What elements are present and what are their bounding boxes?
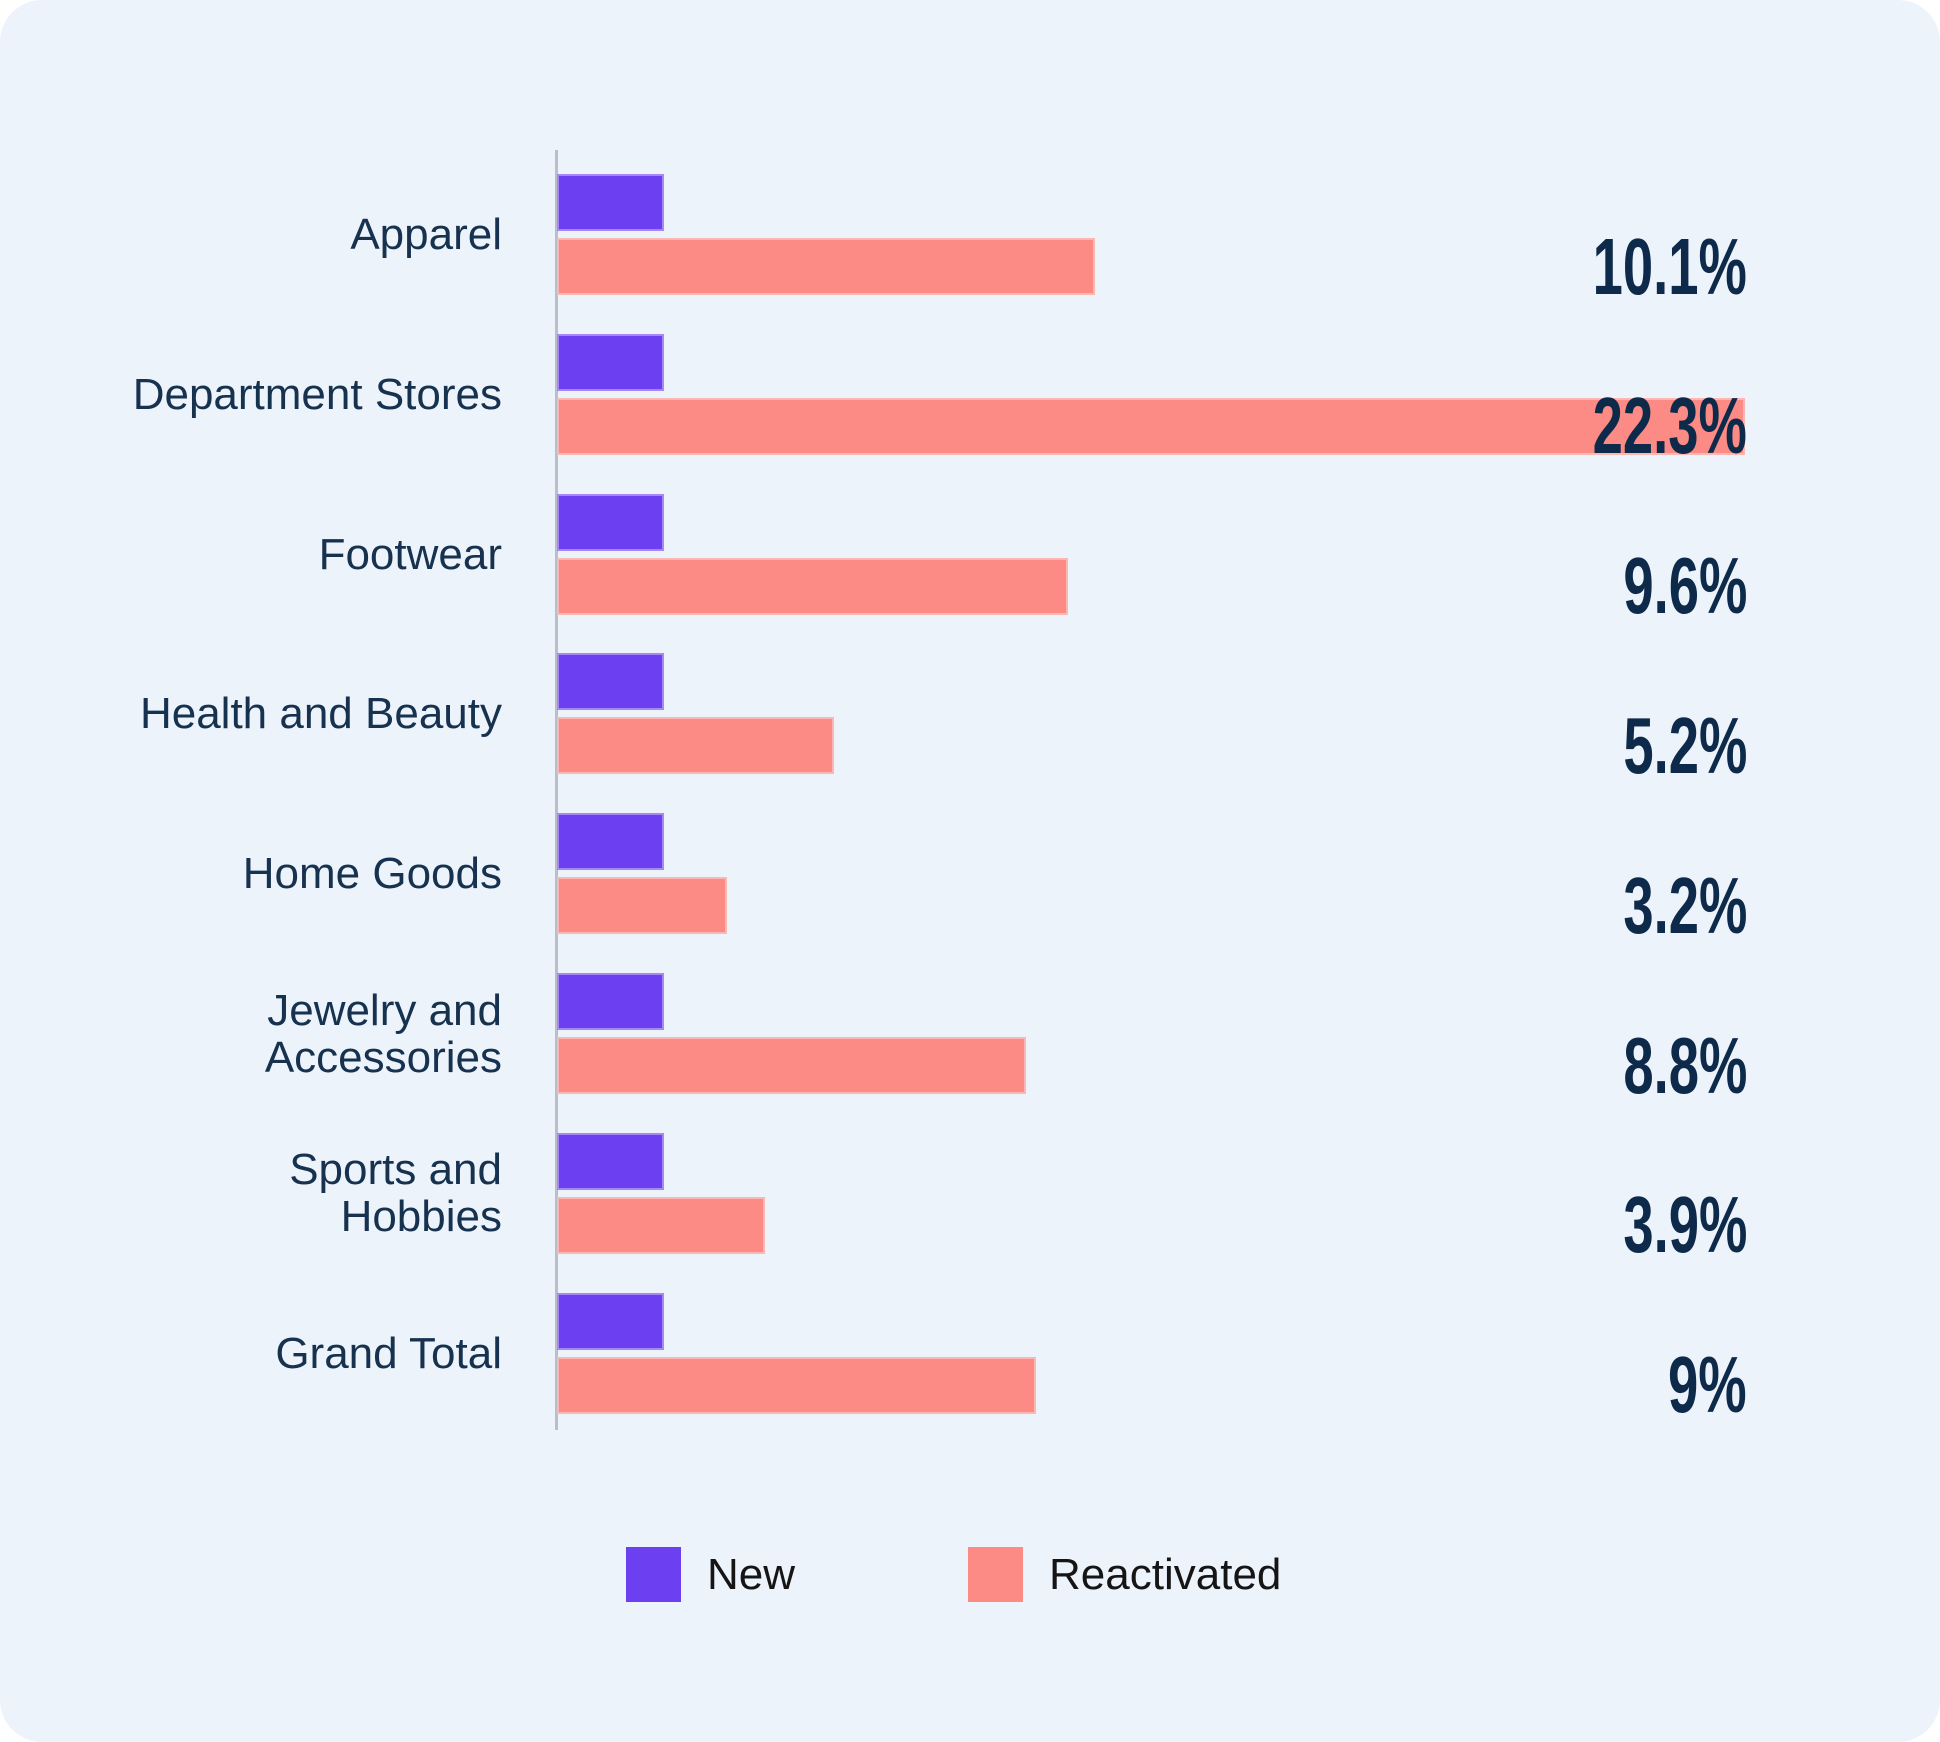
reactivated-bar [557,877,728,935]
category-label: Department Stores [132,369,502,419]
reactivated-bar [557,717,834,775]
category-label: Sports and Hobbies [289,1145,502,1242]
reactivated-bar [557,1356,1037,1414]
legend: New Reactivated [626,1547,1281,1602]
value-label: 5.2% [1623,700,1747,790]
category-label: Grand Total [275,1328,502,1378]
value-label: 3.9% [1623,1180,1747,1270]
category-label: Home Goods [242,849,502,899]
category-label: Health and Beauty [139,689,502,739]
value-label: 10.1% [1592,221,1747,311]
new-bar [557,493,664,551]
new-bar [557,333,664,391]
value-label: 9% [1668,1340,1747,1430]
new-bar [557,1292,664,1350]
new-bar [557,813,664,871]
value-label: 9.6% [1623,541,1747,631]
value-label: 3.2% [1623,860,1747,950]
new-bar [557,653,664,711]
new-bar [557,973,664,1030]
reactivated-bar [557,557,1069,615]
category-label: Footwear [318,529,502,579]
value-label: 8.8% [1623,1020,1747,1110]
new-series-swatch [626,1547,681,1602]
new-bar [557,174,664,231]
reactivated-bar [557,1037,1026,1094]
new-bar [557,1132,664,1190]
reactivated-series-swatch [968,1547,1024,1602]
y-axis-line [555,150,558,1430]
legend-label-new: New [707,1550,796,1599]
category-label: Apparel [350,210,502,259]
legend-label-reactivated: Reactivated [1049,1550,1282,1599]
legend-item-new: New [626,1547,795,1602]
legend-item-reactivated: Reactivated [968,1547,1281,1602]
value-label: 22.3% [1592,381,1747,471]
reactivated-bar [557,238,1096,295]
category-label: Jewelry and Accessories [264,985,502,1082]
reactivated-bar [557,397,1745,455]
reactivated-bar [557,1196,765,1254]
